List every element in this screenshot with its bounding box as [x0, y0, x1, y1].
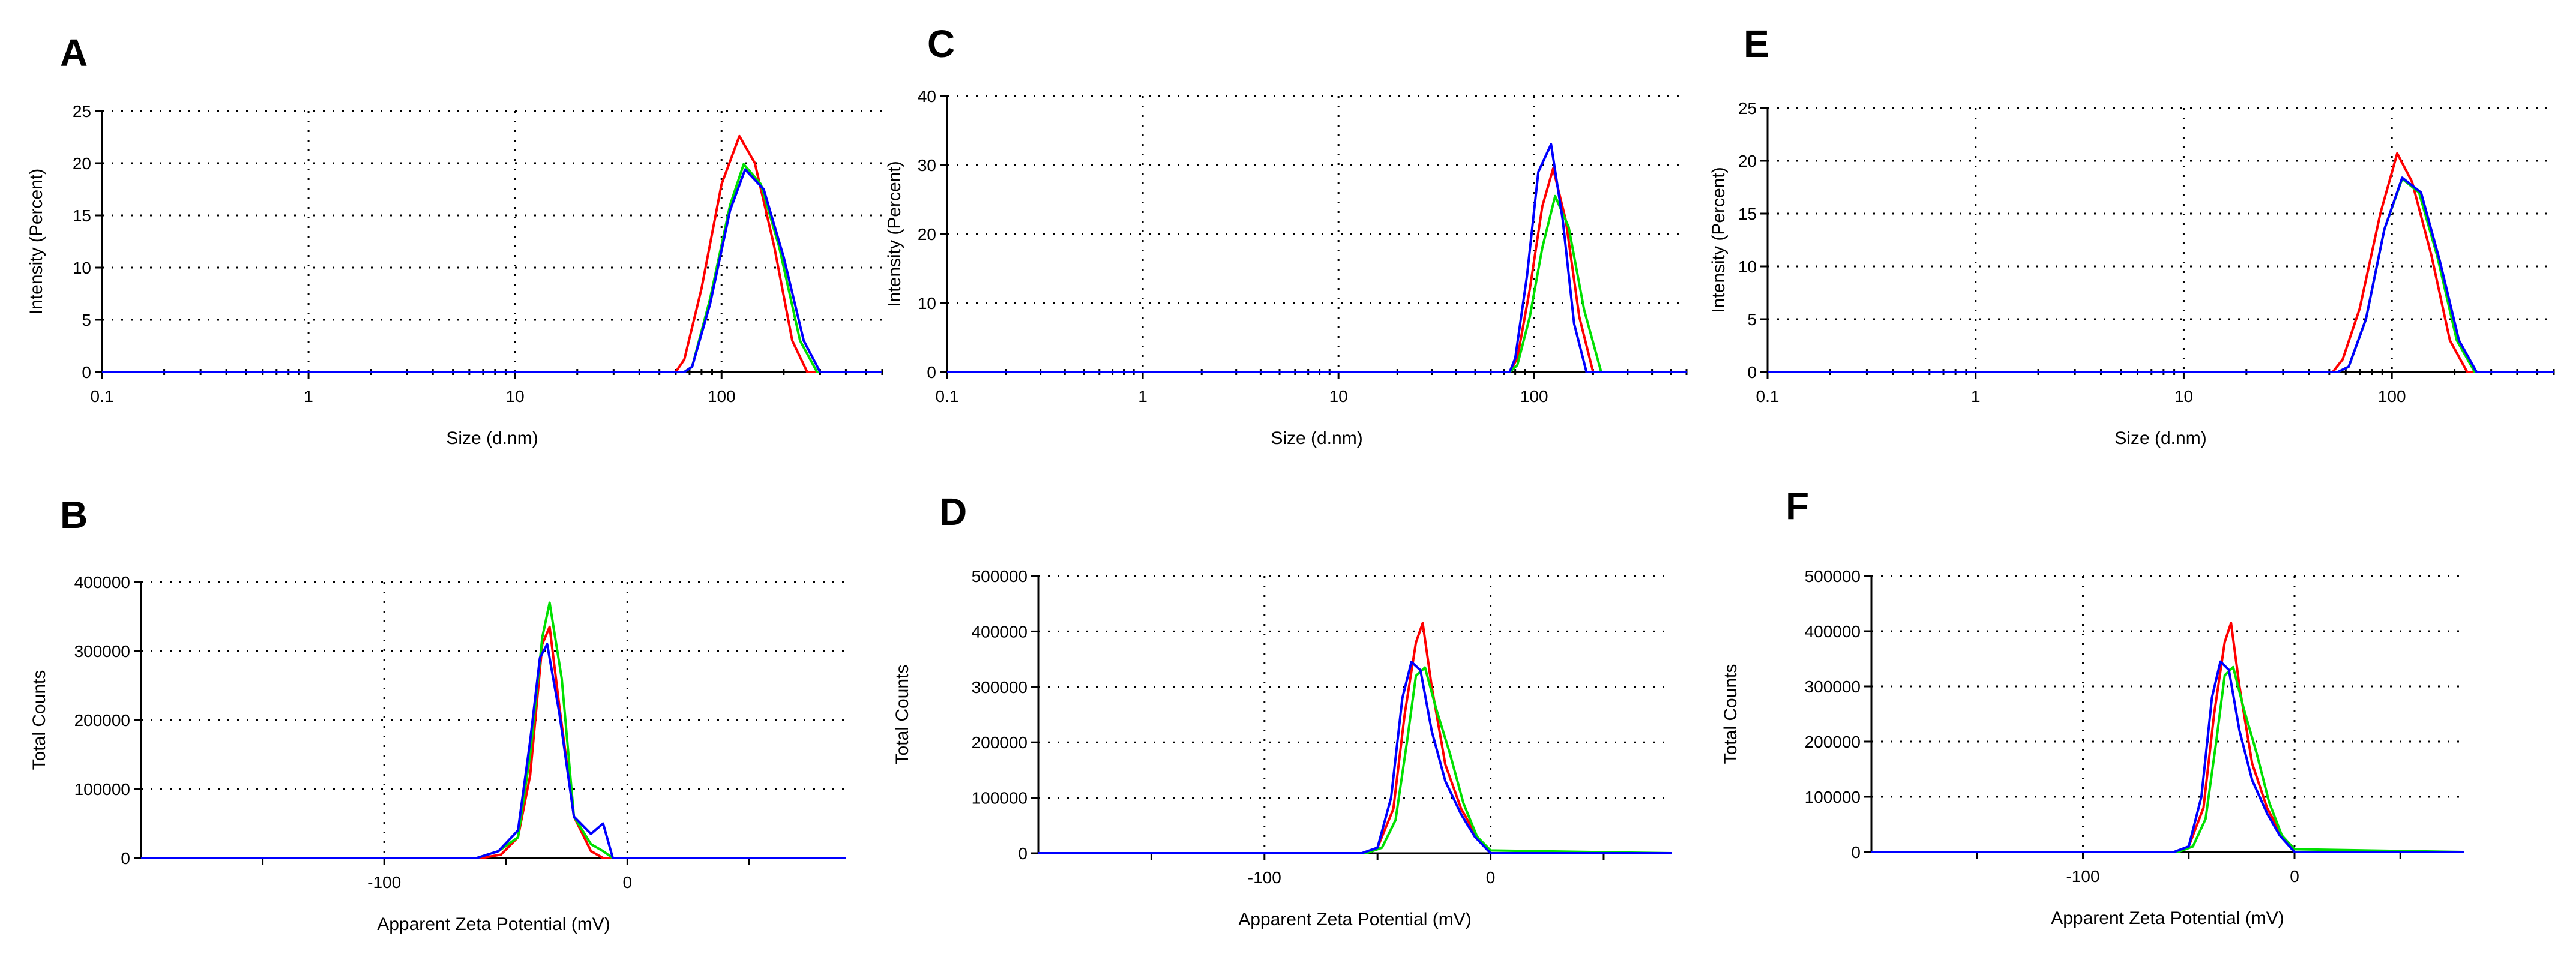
panel-d-ytick-label: 500000: [972, 567, 1028, 586]
panel-f-ytick-label: 0: [1851, 843, 1861, 862]
panel-c-xtick-label: 10: [1329, 387, 1348, 406]
panel-c-xtick-label: 1: [1138, 387, 1148, 406]
panel-e-ytick-label: 25: [1738, 99, 1757, 118]
panel-e: E 0 5 10 15 20 25 0.1 1 10 100 Size (d.nm) Intensity…: [1709, 22, 2555, 448]
panel-a-ytick-label: 10: [73, 259, 91, 277]
panel-b-series-green: [141, 601, 846, 859]
panel-a-xtick-label: 10: [506, 387, 525, 406]
panel-f-ytick-label: 100000: [1805, 788, 1861, 806]
panel-c-ytick-label: 10: [918, 294, 936, 313]
panel-a-x-title: Size (d.nm): [446, 428, 538, 448]
panel-a-series-red: [102, 134, 882, 373]
panel-a-ytick-label: 25: [73, 102, 91, 121]
panel-f-ytick-label: 300000: [1805, 677, 1861, 696]
panel-b-ytick-label: 100000: [74, 780, 130, 799]
panel-f-x-title: Apparent Zeta Potential (mV): [2051, 908, 2284, 928]
panel-a-xtick-label: 1: [304, 387, 313, 406]
panel-c-ytick-label: 40: [918, 87, 936, 106]
panel-c-x-title: Size (d.nm): [1271, 428, 1362, 448]
panel-f-ytick-label: 400000: [1805, 622, 1861, 641]
panel-e-letter: E: [1744, 22, 1769, 65]
panel-b-ytick-label: 200000: [74, 711, 130, 730]
panel-e-ytick-label: 20: [1738, 152, 1757, 170]
panel-d-ytick-label: 400000: [972, 622, 1028, 641]
panel-f-ytick-label: 200000: [1805, 733, 1861, 751]
panel-c-series-green: [947, 194, 1687, 373]
panel-d-ytick-label: 100000: [972, 789, 1028, 808]
panel-c-xtick-label: 0.1: [936, 387, 959, 406]
panel-e-xtick-label: 1: [1971, 387, 1981, 406]
panel-d-series-red: [1038, 622, 1672, 854]
panel-b-series-blue: [141, 643, 846, 859]
panel-c-ytick-label: 30: [918, 156, 936, 175]
panel-f-xtick-label: 0: [2290, 867, 2299, 886]
panel-c-ytick-label: 20: [918, 225, 936, 244]
panel-b-xtick-label: 0: [623, 873, 633, 892]
panel-f-ytick-label: 500000: [1805, 567, 1861, 586]
panel-a-ytick-label: 20: [73, 154, 91, 173]
panel-f-xtick-label: -100: [2066, 867, 2099, 886]
panel-d-xtick-label: 0: [1486, 868, 1496, 887]
panel-d-xtick-label: -100: [1248, 868, 1281, 887]
panel-e-xtick-label: 10: [2174, 387, 2193, 406]
panel-f: F 0 100000 200000 300000 400000 500000 -100 0 App…: [1721, 484, 2464, 928]
panel-b-xtick-label: -100: [367, 873, 401, 892]
panel-e-ytick-label: 15: [1738, 205, 1757, 223]
panel-f-series-blue: [1871, 660, 2464, 853]
panel-d-x-title: Apparent Zeta Potential (mV): [1238, 910, 1472, 929]
panel-a-ytick-label: 0: [82, 363, 91, 382]
panel-d-series-green: [1038, 666, 1672, 854]
panel-e-ytick-label: 10: [1738, 257, 1757, 276]
panel-b-ytick-label: 300000: [74, 642, 130, 661]
panel-c-series-blue: [947, 143, 1687, 373]
panel-c-letter: C: [927, 22, 955, 65]
panel-f-letter: F: [1786, 484, 1809, 527]
panel-e-xtick-label: 0.1: [1756, 387, 1780, 406]
panel-c-ytick-label: 0: [927, 363, 936, 382]
panel-d-ytick-label: 0: [1018, 844, 1028, 863]
panel-d: D 0 100000 200000 300000 400000 500000 -100 0 App…: [892, 490, 1672, 929]
panel-c-y-title: Intensity (Percent): [885, 161, 904, 307]
panel-e-ytick-label: 0: [1747, 363, 1757, 382]
panel-b-y-title: Total Counts: [29, 670, 49, 770]
panel-d-letter: D: [939, 490, 967, 533]
panel-d-y-title: Total Counts: [892, 665, 912, 765]
panel-a-xtick-label: 0.1: [91, 387, 114, 406]
panel-e-xtick-label: 100: [2378, 387, 2406, 406]
panel-c: C 0 10 20 30 40 0.1 1 10 100 Size (d.nm) Intensity …: [885, 22, 1688, 448]
panel-c-xtick-label: 100: [1520, 387, 1548, 406]
panel-b-ytick-label: 0: [121, 849, 130, 868]
panel-b-ytick-label: 400000: [74, 573, 130, 592]
panel-a-xtick-label: 100: [708, 387, 736, 406]
panel-e-series-red: [1768, 152, 2554, 373]
panel-f-series-green: [1871, 665, 2464, 853]
panel-b: B 0 100000 200000 300000 400000 -100 0 Apparent …: [29, 493, 846, 934]
panel-a: A 0 5 10 15 20 25 0.1 1 10 100 Size (d.nm) Intensity…: [26, 31, 883, 448]
panel-b-letter: B: [60, 493, 88, 536]
panel-f-series-red: [1871, 622, 2464, 853]
panel-b-series-red: [141, 625, 846, 859]
panel-e-x-title: Size (d.nm): [2114, 428, 2206, 448]
panel-a-letter: A: [60, 31, 88, 74]
panel-e-series-blue: [1768, 176, 2554, 373]
panel-b-x-title: Apparent Zeta Potential (mV): [377, 914, 610, 934]
panel-e-ytick-label: 5: [1747, 310, 1757, 329]
panel-a-y-title: Intensity (Percent): [26, 169, 46, 314]
panel-a-series-blue: [102, 168, 882, 373]
panel-e-y-title: Intensity (Percent): [1709, 167, 1729, 313]
panel-d-ytick-label: 300000: [972, 678, 1028, 697]
panel-a-ytick-label: 15: [73, 206, 91, 225]
panel-d-ytick-label: 200000: [972, 733, 1028, 752]
panel-d-series-blue: [1038, 661, 1672, 854]
panel-f-y-title: Total Counts: [1721, 664, 1741, 764]
panel-a-ytick-label: 5: [82, 311, 91, 329]
